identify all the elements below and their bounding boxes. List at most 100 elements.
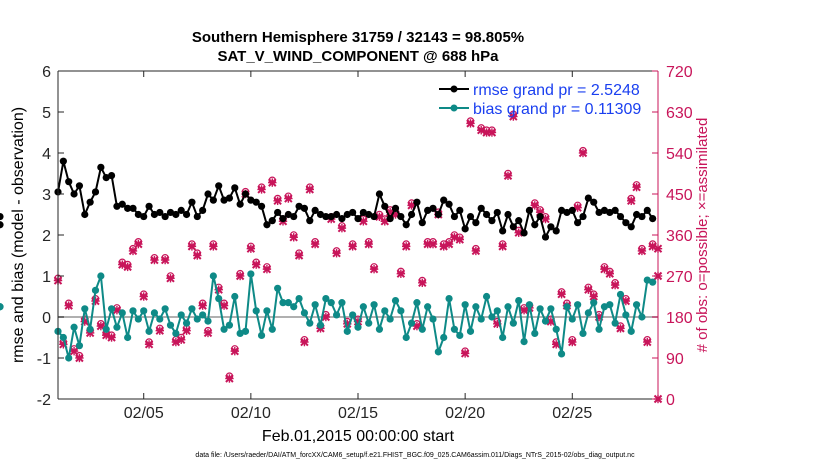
rmse-point — [611, 206, 619, 214]
rmse-point — [209, 196, 217, 204]
obs-assimilated-marker — [246, 244, 256, 253]
chart-subtitle: SAT_V_WIND_COMPONENT @ 688 hPa — [217, 48, 499, 65]
rmse-point — [407, 210, 416, 219]
obs-assimilated-marker — [284, 194, 293, 203]
bias-point — [193, 315, 201, 323]
bias-point — [391, 297, 400, 305]
bias-point — [515, 297, 523, 305]
obs-assimilated-marker — [219, 301, 229, 310]
rmse-point — [349, 208, 357, 217]
bias-point — [252, 307, 260, 315]
bias-point — [274, 284, 282, 292]
obs-assimilated-marker — [444, 239, 454, 249]
obs-assimilated-marker — [503, 171, 513, 180]
rmse-point — [156, 208, 164, 217]
rmse-point — [188, 198, 196, 206]
obs-assimilated-marker — [144, 340, 154, 349]
obs-assimilated-marker — [627, 196, 636, 206]
obs-assimilated-marker — [209, 242, 218, 251]
rmse-point — [440, 196, 448, 204]
obs-assimilated-marker — [257, 185, 266, 194]
obs-assimilated-marker — [568, 337, 577, 347]
bias-point — [247, 270, 255, 278]
bias-point — [290, 303, 298, 311]
x-ticks: 02/05 02/10 02/15 02/20 02/25 — [124, 71, 592, 422]
bias-point — [541, 317, 550, 325]
obs-assimilated-marker — [139, 292, 148, 301]
bias-point — [188, 305, 196, 313]
obs-assimilated-marker — [91, 296, 100, 306]
bias-point — [220, 325, 228, 333]
bias-point — [477, 315, 485, 323]
rmse-point — [182, 210, 191, 219]
bias-point — [97, 272, 105, 280]
rmse-point — [461, 225, 469, 233]
obs-assimilated-marker — [107, 333, 116, 342]
y2-tick-label: 450 — [666, 187, 693, 204]
data-file-footnote: data file: /Users/raeder/DAI/ATM_forcXX/… — [195, 452, 635, 459]
obs-assimilated-marker — [530, 201, 539, 210]
y2-tick-label: 270 — [666, 269, 693, 286]
rmse-point — [59, 157, 67, 165]
bias-point — [466, 327, 475, 335]
rmse-point — [231, 184, 239, 192]
rmse-point — [627, 223, 635, 231]
obs-assimilated-marker — [166, 274, 175, 283]
obs-assimilated-marker — [193, 251, 202, 260]
obs-assimilated-marker — [348, 242, 357, 251]
rmse-point — [338, 215, 346, 223]
bias-point — [349, 311, 357, 319]
bias-point — [413, 299, 421, 307]
rmse-point — [0, 212, 4, 221]
obs-assimilated-marker — [252, 260, 261, 269]
bias-point — [649, 278, 657, 286]
bias-point — [595, 325, 603, 333]
obs-assimilated-marker — [418, 278, 427, 288]
rmse-point — [332, 210, 341, 219]
obs-count-layer — [53, 110, 663, 404]
rmse-point — [65, 178, 73, 186]
bias-point — [525, 301, 534, 309]
rmse-point — [290, 212, 298, 221]
obs-assimilated-marker — [578, 148, 588, 158]
rmse-point — [354, 215, 362, 223]
rmse-point — [541, 233, 550, 241]
legend-rmse-label: rmse grand pr = 2.5248 — [473, 82, 640, 99]
rmse-point — [547, 223, 555, 231]
bias-point — [295, 294, 303, 303]
bias-point — [209, 272, 217, 280]
bias-point — [622, 311, 630, 319]
bias-point — [606, 301, 614, 309]
bias-point — [440, 333, 448, 342]
bias-point — [381, 307, 389, 315]
y2-axis-label: # of obs: o=possible; ×=assimilated — [694, 118, 711, 353]
rmse-point — [649, 215, 657, 223]
obs-assimilated-marker — [262, 264, 272, 274]
obs-assimilated-marker — [364, 239, 373, 249]
bias-point — [536, 305, 544, 313]
y-tick-label: 0 — [42, 310, 51, 327]
bias-point — [81, 305, 89, 313]
bias-point — [354, 323, 362, 331]
bias-point — [241, 327, 250, 335]
rmse-point — [300, 204, 309, 212]
bias-point — [134, 315, 142, 323]
rmse-point — [236, 200, 244, 208]
bias-point — [172, 329, 180, 337]
rmse-point — [552, 227, 560, 235]
y-tick-label: -2 — [37, 392, 51, 409]
obs-assimilated-marker — [294, 251, 304, 260]
rmse-point — [140, 212, 148, 221]
bias-point — [616, 290, 625, 299]
bias-point — [429, 315, 437, 323]
bias-point — [300, 309, 309, 317]
obs-assimilated-marker — [637, 246, 647, 256]
bias-point — [113, 323, 121, 331]
obs-assimilated-marker — [177, 335, 186, 344]
bias-point — [0, 303, 4, 311]
bias-point — [316, 321, 325, 329]
y-tick-label: 6 — [42, 64, 51, 81]
bias-point — [493, 307, 501, 315]
bias-point — [482, 292, 491, 301]
bias-point — [59, 333, 67, 342]
